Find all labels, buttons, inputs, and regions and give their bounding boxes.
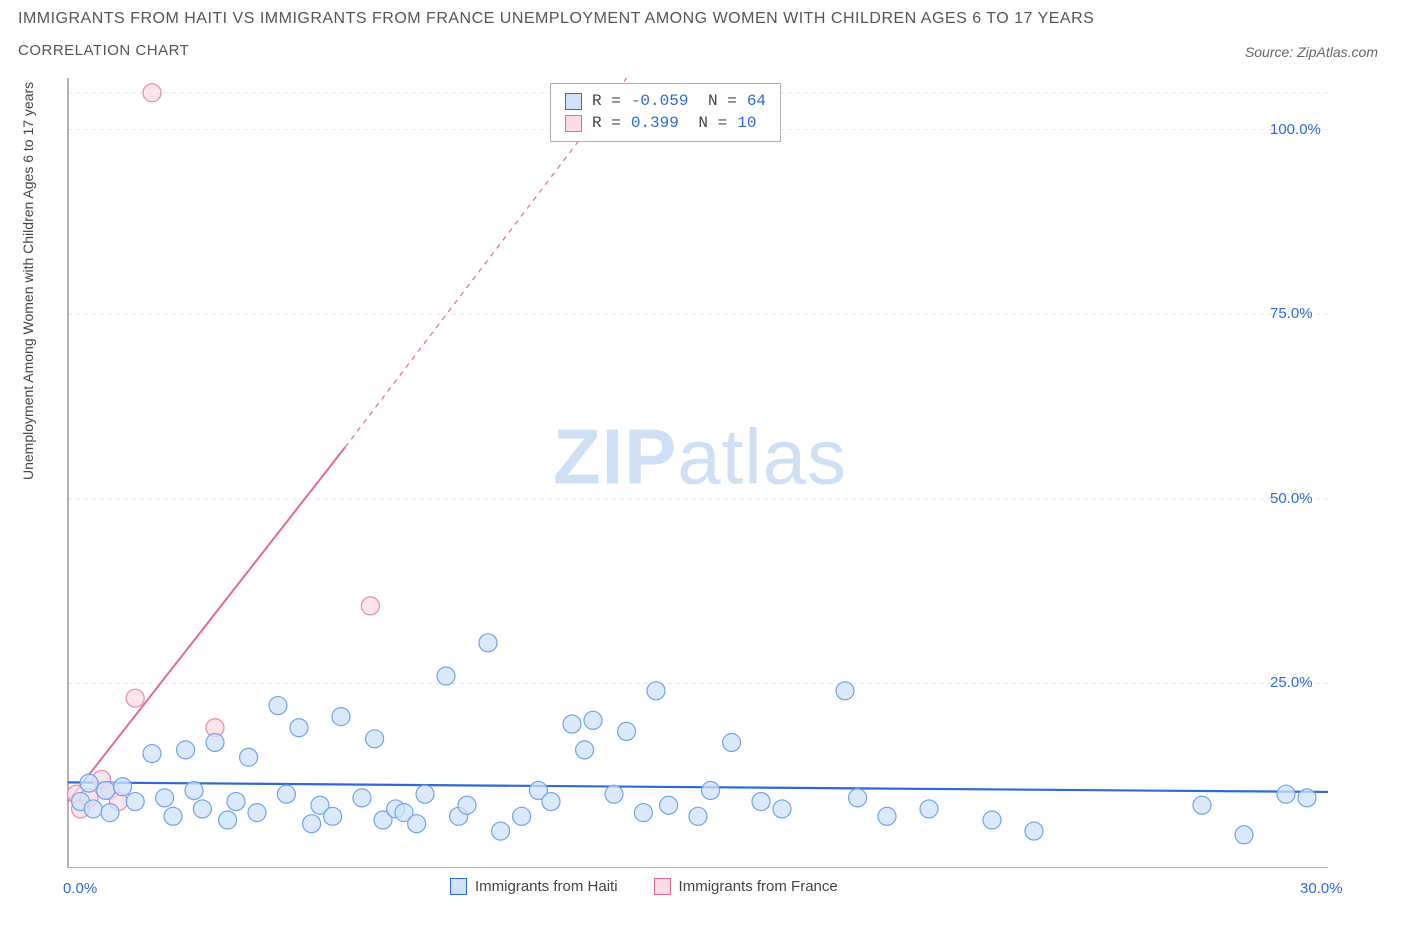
stat-n-label: N = [689,112,727,134]
swatch-france-icon [565,115,582,132]
y-tick-label: 50.0% [1270,490,1313,507]
y-tick-label: 25.0% [1270,674,1313,691]
swatch-haiti-icon [450,878,467,895]
y-tick-label: 100.0% [1270,121,1321,138]
x-tick-label: 0.0% [63,880,97,897]
legend-item-france: Immigrants from France [654,878,838,895]
stats-row-france: R = 0.399 N = 10 [565,112,766,134]
y-tick-label: 75.0% [1270,305,1313,322]
y-axis-label: Unemployment Among Women with Children A… [20,82,36,480]
legend-label-haiti: Immigrants from Haiti [475,878,618,895]
x-tick-label: 30.0% [1300,880,1343,897]
stat-n-haiti: 64 [747,90,766,112]
swatch-haiti-icon [565,93,582,110]
source-label: Source: ZipAtlas.com [1245,44,1378,60]
legend-item-haiti: Immigrants from Haiti [450,878,618,895]
stat-r-label: R = [592,112,621,134]
stats-legend: R = -0.059 N = 64 R = 0.399 N = 10 [550,83,781,142]
stat-r-france: 0.399 [631,112,679,134]
swatch-france-icon [654,878,671,895]
stat-r-haiti: -0.059 [631,90,689,112]
stat-r-label: R = [592,90,621,112]
scatter-plot-svg [60,78,1340,868]
chart-title: IMMIGRANTS FROM HAITI VS IMMIGRANTS FROM… [18,10,1094,28]
legend-label-france: Immigrants from France [679,878,838,895]
stat-n-france: 10 [737,112,756,134]
stat-n-label: N = [698,90,736,112]
chart-area: ZIPatlas R = -0.059 N = 64 R = 0.399 N =… [60,78,1340,868]
stats-row-haiti: R = -0.059 N = 64 [565,90,766,112]
chart-subtitle: CORRELATION CHART [18,42,189,59]
series-legend: Immigrants from Haiti Immigrants from Fr… [450,878,838,895]
